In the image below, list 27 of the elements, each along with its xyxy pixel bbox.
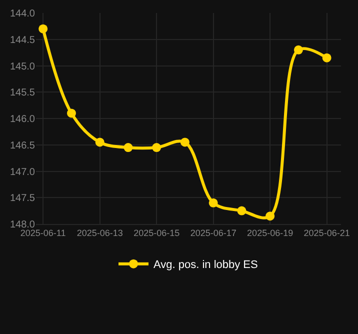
y-tick-label: 145.0 [10, 61, 36, 72]
point [266, 212, 275, 221]
y-tick-label: 147.5 [10, 193, 36, 204]
y-tick-label: 146.0 [10, 114, 36, 125]
y-tick-label: 147.0 [10, 166, 36, 178]
x-tick-label: 2025-06-11 [20, 228, 66, 238]
point [180, 138, 190, 147]
point [294, 45, 303, 54]
y-tick-label: 146.5 [10, 140, 36, 152]
point [237, 206, 246, 216]
point [66, 108, 76, 118]
point [95, 138, 104, 147]
legend-label: Avg. pos. in lobby ES [154, 259, 258, 272]
x-tick-label: 2025-06-21 [304, 228, 350, 238]
x-tick-label: 2025-06-15 [134, 228, 180, 238]
x-tick-label: 2025-06-17 [190, 228, 236, 238]
point [152, 143, 162, 152]
point [208, 198, 218, 208]
x-tick-label: 2025-06-13 [76, 228, 123, 238]
point [124, 143, 133, 152]
y-tick-label: 145.5 [10, 88, 36, 99]
y-tick-label: 148.0 [10, 220, 36, 230]
x-tick-label: 2025-06-19 [247, 228, 294, 238]
point [322, 53, 332, 62]
point [38, 24, 48, 34]
y-tick-label: 144.0 [10, 8, 36, 20]
y-tick-label: 144.5 [10, 34, 36, 46]
